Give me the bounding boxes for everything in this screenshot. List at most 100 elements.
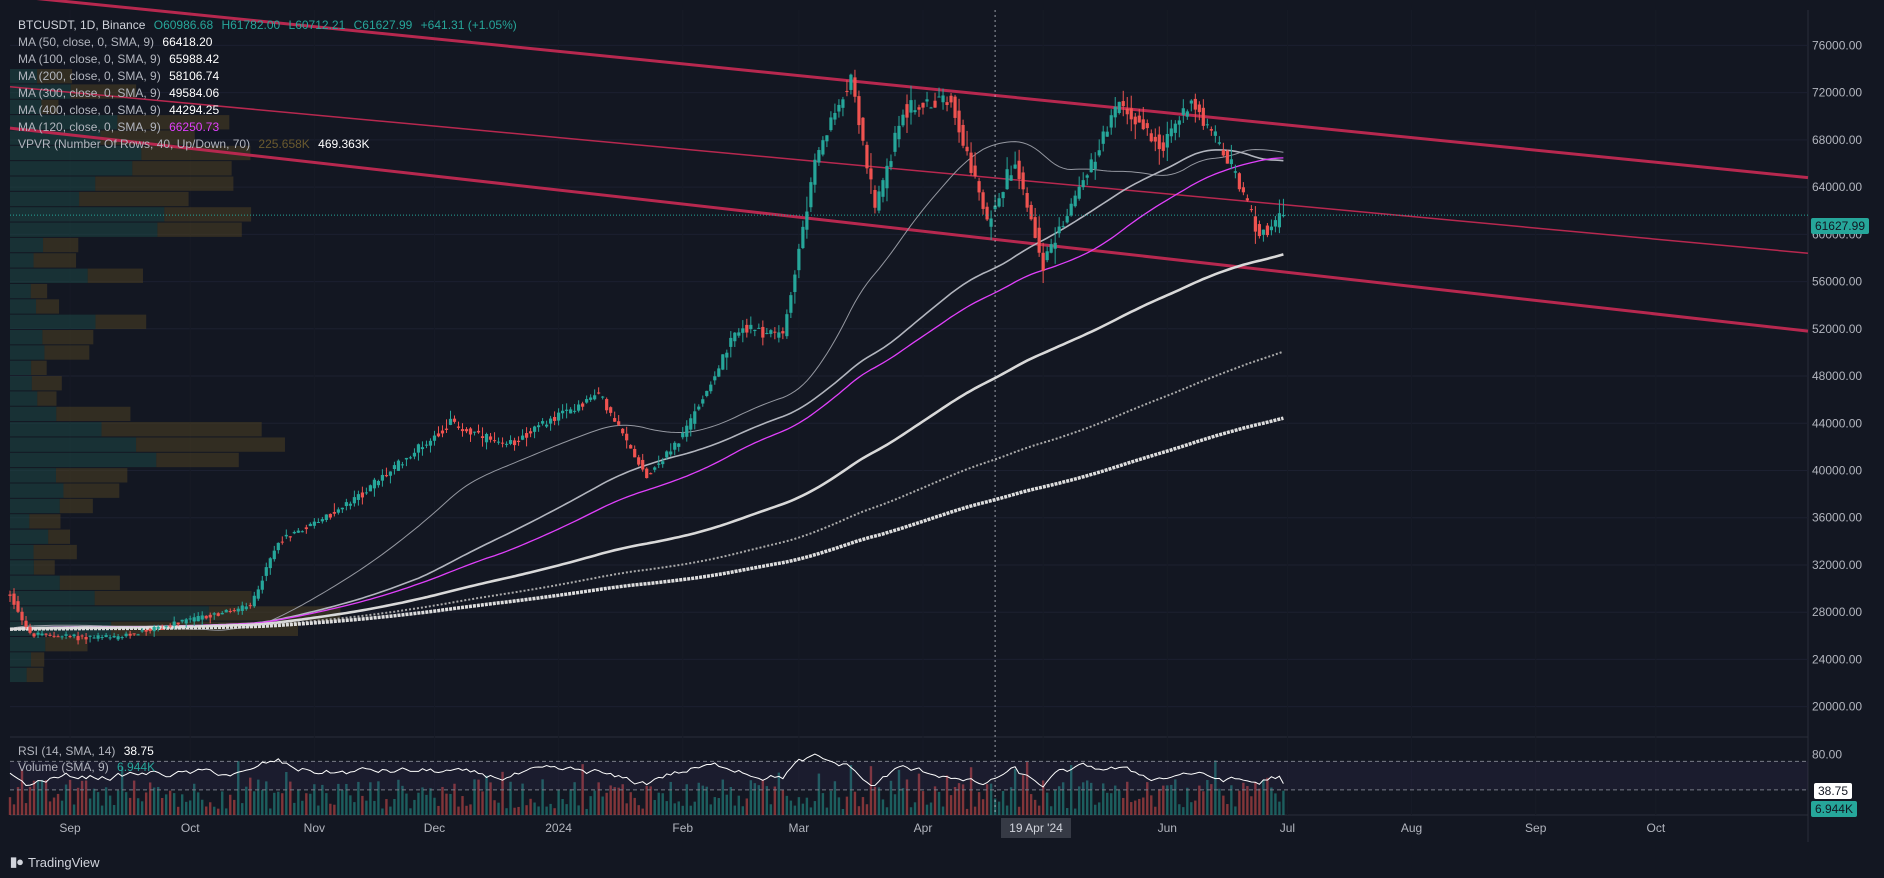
candle-body bbox=[408, 457, 413, 459]
volume-bar bbox=[693, 801, 696, 815]
candle-body bbox=[68, 636, 72, 638]
volume-bar bbox=[249, 777, 252, 815]
volume-bar bbox=[777, 772, 781, 815]
volume-bar bbox=[949, 795, 953, 815]
volume-bar bbox=[1214, 760, 1217, 815]
candle-body bbox=[152, 626, 156, 632]
candle-body bbox=[416, 444, 421, 453]
volume-bar bbox=[1053, 789, 1057, 815]
indicator-ma300[interactable]: MA (300, close, 0, SMA, 9) 49584.06 bbox=[18, 85, 522, 102]
vpvr-bar-down bbox=[33, 544, 77, 560]
vpvr-bar-down bbox=[31, 360, 47, 376]
indicator-ma120[interactable]: MA (120, close, 0, SMA, 9) 66250.73 bbox=[18, 119, 522, 136]
volume-bar bbox=[997, 801, 1001, 815]
rsi-legend[interactable]: RSI (14, SMA, 14) 38.75 bbox=[18, 744, 159, 758]
volume-bar bbox=[1210, 784, 1213, 815]
candle-body bbox=[681, 432, 685, 438]
tradingview-brand[interactable]: ▮● TradingView bbox=[10, 854, 100, 870]
vpvr-bar-up bbox=[10, 130, 101, 145]
volume-bar bbox=[1021, 775, 1025, 815]
indicator-ma100[interactable]: MA (100, close, 0, SMA, 9) 65988.42 bbox=[18, 51, 522, 68]
volume-bar bbox=[345, 783, 348, 815]
candle-body bbox=[200, 615, 204, 620]
volume-bar bbox=[1061, 782, 1065, 815]
candle-body bbox=[540, 421, 545, 424]
volume-legend[interactable]: Volume (SMA, 9) 6.944K bbox=[18, 760, 160, 774]
volume-bar bbox=[617, 787, 620, 815]
volume-bar bbox=[68, 779, 72, 815]
volume-bar bbox=[733, 805, 737, 815]
indicator-ma50[interactable]: MA (50, close, 0, SMA, 9) 66418.20 bbox=[18, 34, 522, 51]
candle-body bbox=[208, 614, 212, 618]
volume-bar bbox=[441, 786, 444, 815]
volume-bar bbox=[457, 806, 460, 815]
volume-bar bbox=[1174, 779, 1177, 815]
volume-bar bbox=[1017, 806, 1021, 815]
indicator-label: MA (50, close, 0, SMA, 9) bbox=[18, 35, 155, 49]
volume-bar bbox=[901, 788, 905, 815]
volume-value-tag: 6.944K bbox=[1810, 801, 1857, 817]
candle-body bbox=[1241, 187, 1245, 193]
volume-bar bbox=[156, 786, 160, 815]
volume-bar bbox=[497, 802, 500, 815]
indicator-vpvr[interactable]: VPVR (Number Of Rows, 40, Up/Down, 70) 2… bbox=[18, 136, 522, 153]
volume-bar bbox=[1041, 780, 1045, 815]
candle-body bbox=[120, 637, 124, 639]
volume-bar bbox=[793, 805, 797, 815]
candle-body bbox=[436, 433, 441, 437]
volume-bar bbox=[233, 799, 236, 815]
candle-body bbox=[789, 295, 793, 313]
candle-body bbox=[368, 485, 373, 492]
candle-body bbox=[565, 409, 569, 411]
candle-body bbox=[1253, 216, 1257, 232]
rsi-value: 38.75 bbox=[123, 744, 154, 758]
vpvr-bar-up bbox=[10, 191, 80, 207]
volume-bar bbox=[445, 793, 448, 815]
vpvr-bar-down bbox=[94, 590, 252, 606]
candle-body bbox=[1145, 123, 1149, 129]
candle-body bbox=[1121, 101, 1125, 107]
candle-body bbox=[1113, 106, 1117, 118]
indicator-label: MA (100, close, 0, SMA, 9) bbox=[18, 52, 161, 66]
volume-bar bbox=[32, 780, 36, 815]
candle-body bbox=[745, 324, 749, 333]
volume-bar bbox=[469, 804, 472, 815]
volume-bar bbox=[841, 808, 845, 815]
volume-bar bbox=[329, 803, 332, 815]
volume-bar bbox=[353, 802, 356, 815]
candle-body bbox=[356, 494, 360, 500]
candle-body bbox=[448, 418, 453, 425]
volume-bar bbox=[1154, 806, 1157, 815]
candle-body bbox=[308, 523, 312, 527]
candle-body bbox=[1117, 101, 1121, 113]
volume-bar bbox=[325, 793, 328, 815]
volume-bar bbox=[629, 792, 632, 815]
candle-body bbox=[76, 635, 80, 641]
volume-bar bbox=[653, 800, 656, 815]
volume-bar bbox=[505, 808, 508, 815]
indicator-ma200[interactable]: MA (200, close, 0, SMA, 9) 58106.74 bbox=[18, 68, 522, 85]
volume-bar bbox=[337, 783, 340, 815]
candle-body bbox=[188, 618, 192, 620]
indicator-ma400[interactable]: MA (400, close, 0, SMA, 9) 44294.25 bbox=[18, 102, 522, 119]
vpvr-bar-down bbox=[26, 667, 44, 683]
candle-body bbox=[160, 628, 164, 630]
volume-bar bbox=[1262, 780, 1265, 815]
indicator-label: MA (400, close, 0, SMA, 9) bbox=[18, 103, 161, 117]
candle-body bbox=[785, 314, 789, 337]
volume-label: Volume (SMA, 9) bbox=[18, 760, 109, 774]
vpvr-bar-up bbox=[10, 329, 43, 345]
channel-lines[interactable] bbox=[9, 0, 1809, 333]
volume-bar bbox=[1258, 788, 1261, 815]
x-tick-label: Mar bbox=[789, 821, 810, 835]
volume-bar bbox=[1274, 793, 1277, 815]
volume-bar bbox=[677, 801, 680, 815]
volume-bars bbox=[8, 760, 1285, 815]
volume-bar bbox=[176, 806, 180, 815]
candle-body bbox=[821, 140, 825, 155]
candle-body bbox=[140, 630, 144, 632]
candle-body bbox=[100, 637, 104, 639]
symbol-label[interactable]: BTCUSDT, 1D, Binance bbox=[18, 18, 146, 32]
volume-bar bbox=[116, 790, 120, 815]
